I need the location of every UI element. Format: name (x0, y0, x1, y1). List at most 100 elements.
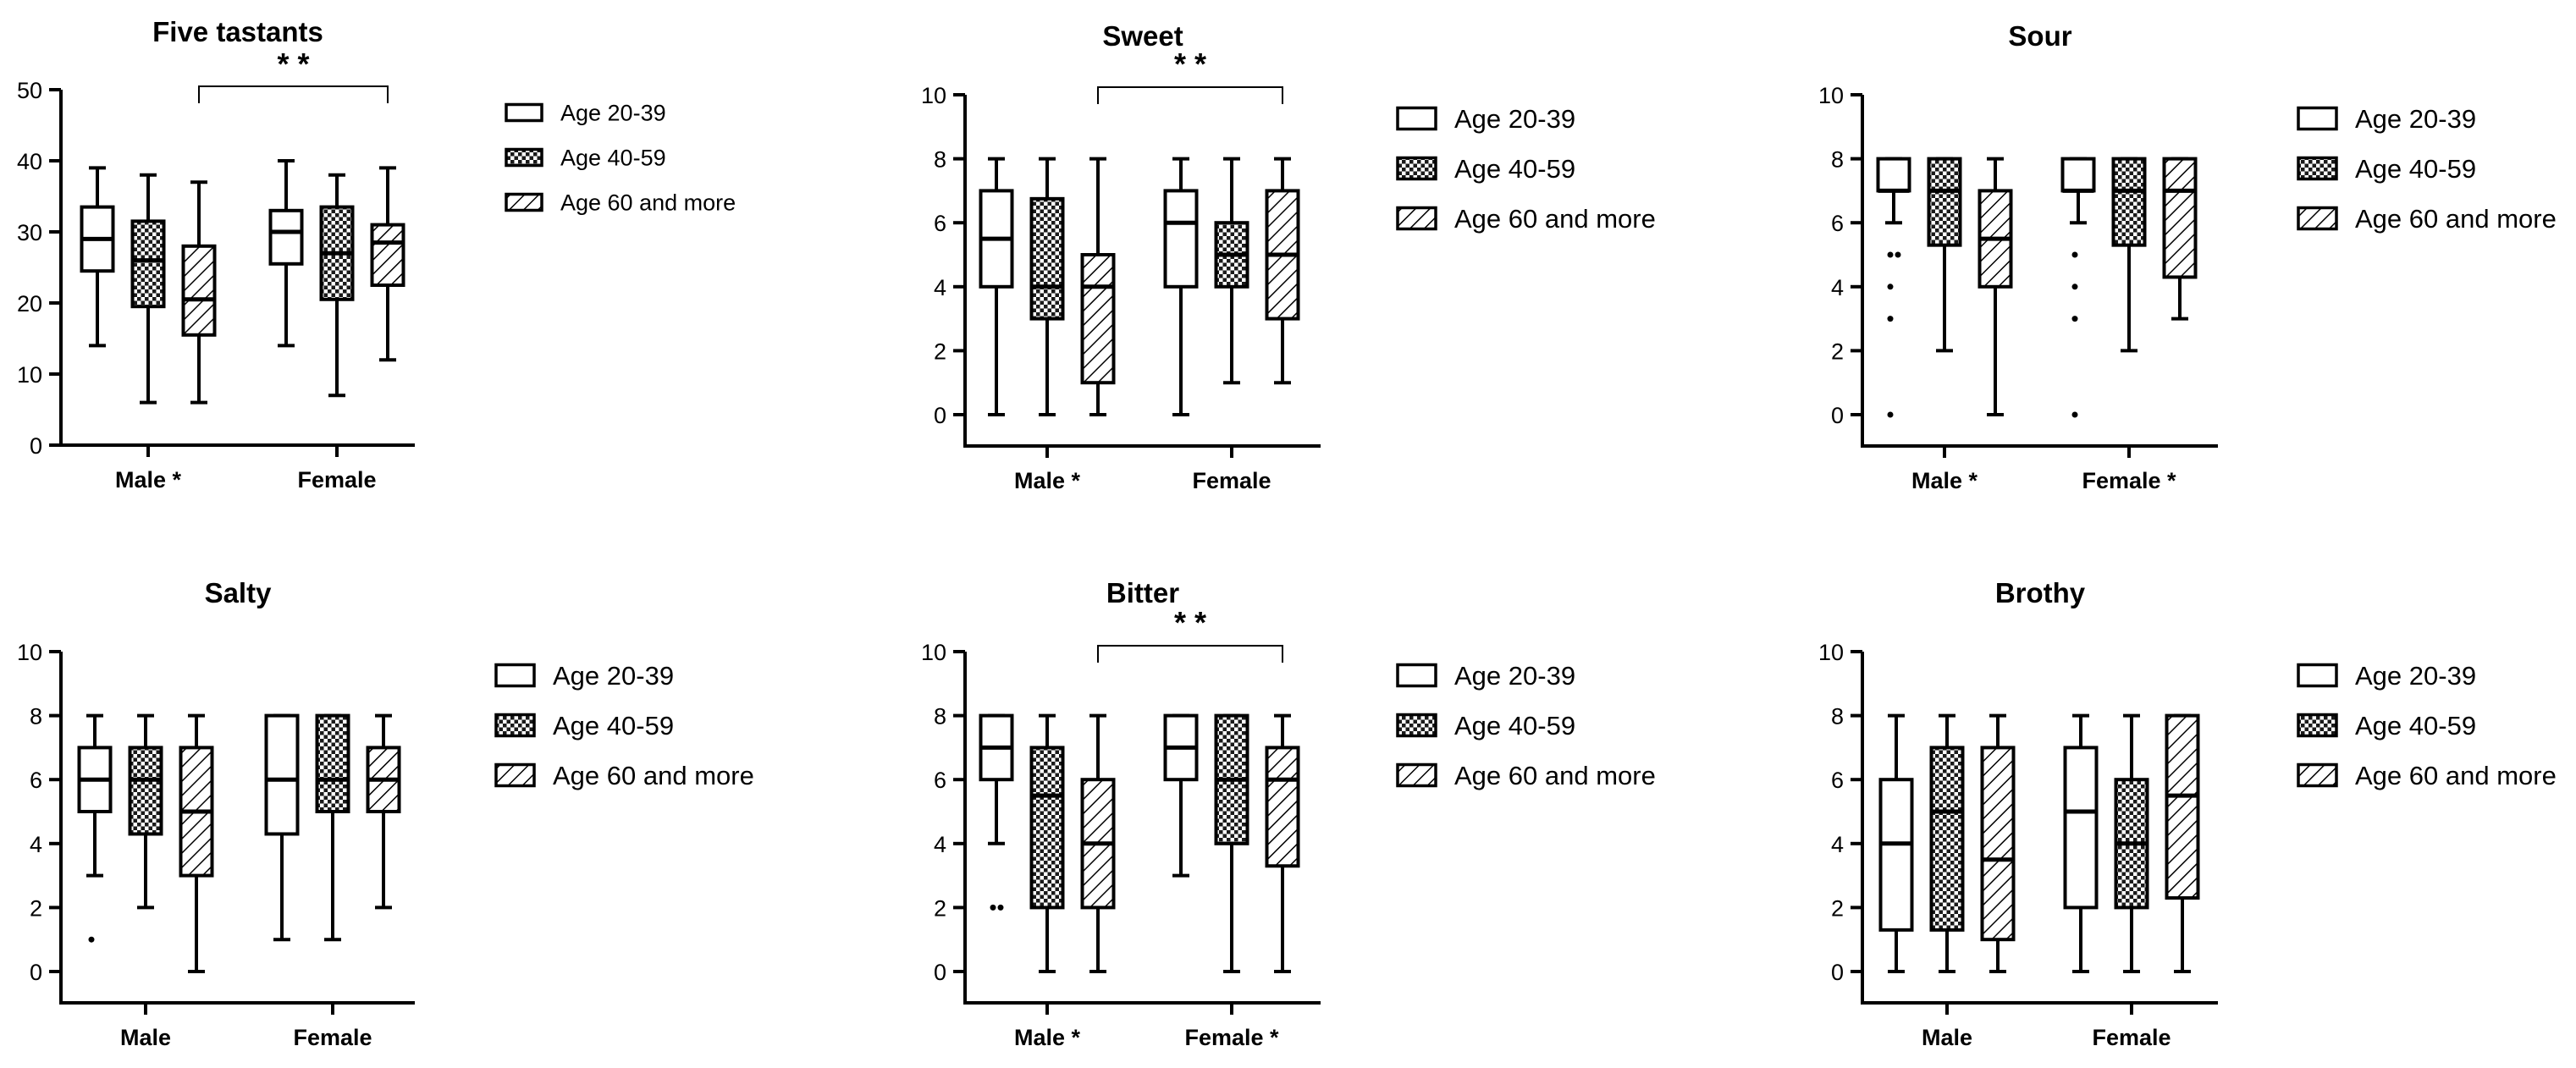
y-tick-label: 50 (17, 78, 42, 103)
legend-swatch-age-40-59 (505, 147, 543, 168)
y-tick-label: 8 (1831, 147, 1844, 173)
box-age-40-59-female (2114, 713, 2149, 973)
box-age-60-and-more-male (1978, 157, 2013, 416)
chart-title: Brothy (1995, 577, 2086, 608)
box-body (1080, 253, 1116, 385)
y-tick-label: 4 (1831, 275, 1844, 300)
box-age-20-39-male (979, 713, 1014, 911)
legend-label: Age 20-39 (1454, 104, 1575, 134)
legend-swatch-age-20-39 (494, 663, 536, 688)
y-tick-label: 10 (1818, 83, 1844, 108)
outlier-point (2071, 316, 2078, 322)
outlier-point (2071, 411, 2078, 418)
x-category-label: Male * (115, 467, 182, 493)
box-age-60-and-more-male (1980, 713, 2016, 973)
x-category-label: Male * (1014, 1025, 1081, 1050)
legend-swatch-age-40-59 (1396, 156, 1437, 181)
box-age-40-59-female (1214, 713, 1249, 973)
legend-swatch-age-60-and-more (1396, 206, 1437, 231)
box-body (130, 219, 166, 309)
y-tick-label: 0 (934, 960, 946, 985)
box-age-20-39-male (1878, 713, 1914, 973)
box-age-20-39-male (979, 157, 1014, 416)
y-tick-label: 10 (17, 640, 42, 665)
box-body (1927, 157, 1962, 247)
significance-label: * * (1174, 47, 1206, 81)
box-body (1029, 746, 1065, 910)
box-age-20-39-female (268, 159, 304, 348)
box-age-60-and-more-female (1265, 713, 1300, 973)
legend-label: Age 20-39 (553, 661, 674, 691)
x-category-label: Female (2092, 1025, 2171, 1050)
x-category-label: Male * (1911, 468, 1978, 493)
legend: Age 20-39 Age 40-59 Age 60 and more (1396, 661, 1656, 790)
box-age-40-59-female (315, 713, 350, 942)
legend: Age 20-39 Age 40-59 Age 60 and more (2297, 661, 2557, 790)
legend: Age 20-39 Age 40-59 Age 60 and more (1396, 104, 1656, 234)
box-body (1265, 746, 1300, 868)
box-age-60-and-more-male (179, 713, 214, 973)
chart-title: Salty (205, 577, 273, 608)
box-age-20-39-female (1163, 157, 1199, 416)
box-body (1929, 746, 1965, 932)
chart-salty: Salty 0 2 4 6 8 10 Male Female Age 20-39 Age 40-59… (17, 577, 754, 1050)
y-tick-label: 2 (1831, 339, 1844, 364)
legend-swatch-age-20-39 (2297, 663, 2338, 688)
y-tick-label: 10 (921, 83, 946, 108)
x-category-label: Female (1192, 468, 1271, 493)
outlier-point (88, 936, 95, 943)
significance-bracket (1097, 86, 1283, 104)
box-body (2060, 157, 2096, 193)
legend: Age 20-39 Age 40-59 Age 60 and more (494, 661, 754, 790)
y-tick-label: 20 (17, 291, 42, 317)
legend-label: Age 60 and more (1454, 761, 1656, 790)
outlier-point (1887, 284, 1894, 290)
legend-label: Age 40-59 (1454, 711, 1575, 740)
significance-label: * * (277, 47, 309, 81)
legend-swatch-age-40-59 (2297, 713, 2338, 738)
outlier-point (997, 904, 1004, 911)
y-tick-label: 2 (30, 895, 42, 921)
outlier-point (1895, 251, 1901, 258)
chart-brothy: Brothy 0 2 4 6 8 10 Male Female Age 20-39 Age 40-5… (1818, 577, 2557, 1050)
y-tick-label: 2 (934, 895, 946, 921)
legend-swatch-age-20-39 (505, 102, 543, 123)
legend-label: Age 20-39 (2355, 661, 2476, 691)
box-age-20-39-male (80, 166, 115, 348)
legend-swatch-age-40-59 (1396, 713, 1437, 738)
chart-sour: Sour 0 2 4 6 8 10 Male * Female * Age 20-39 Age 40… (1818, 20, 2557, 493)
box-body (1029, 196, 1065, 321)
box-body (1980, 746, 2016, 942)
legend-label: Age 60 and more (2355, 204, 2557, 234)
chart-title: Five tastants (152, 16, 323, 47)
y-tick-label: 4 (934, 832, 946, 857)
legend-swatch-age-40-59 (2297, 156, 2338, 181)
box-age-60-and-more-female (2165, 713, 2200, 973)
legend-swatch-age-20-39 (1396, 663, 1437, 688)
significance-bracket (198, 85, 389, 103)
y-tick-label: 0 (1831, 960, 1844, 985)
y-tick-label: 0 (934, 403, 946, 428)
y-tick-label: 10 (921, 640, 946, 665)
box-age-40-59-male (1929, 713, 1965, 973)
outlier-point (2071, 284, 2078, 290)
y-tick-label: 4 (1831, 832, 1844, 857)
x-category-label: Male (1922, 1025, 1972, 1050)
y-tick-label: 10 (17, 362, 42, 388)
x-category-label: Male * (1014, 468, 1081, 493)
box-body (315, 713, 350, 813)
box-age-20-39-male (77, 713, 113, 943)
box-age-60-and-more-male (1080, 713, 1116, 973)
chart-title: Sour (2008, 20, 2071, 52)
x-category-label: Female (297, 467, 376, 493)
y-tick-label: 6 (30, 768, 42, 793)
legend-swatch-age-60-and-more (494, 762, 536, 788)
box-body (128, 746, 163, 836)
y-tick-label: 40 (17, 149, 42, 174)
y-tick-label: 30 (17, 220, 42, 245)
box-body (370, 223, 405, 288)
legend-swatch-age-60-and-more (2297, 762, 2338, 788)
significance-bracket (1097, 645, 1283, 663)
y-tick-label: 8 (934, 147, 946, 173)
